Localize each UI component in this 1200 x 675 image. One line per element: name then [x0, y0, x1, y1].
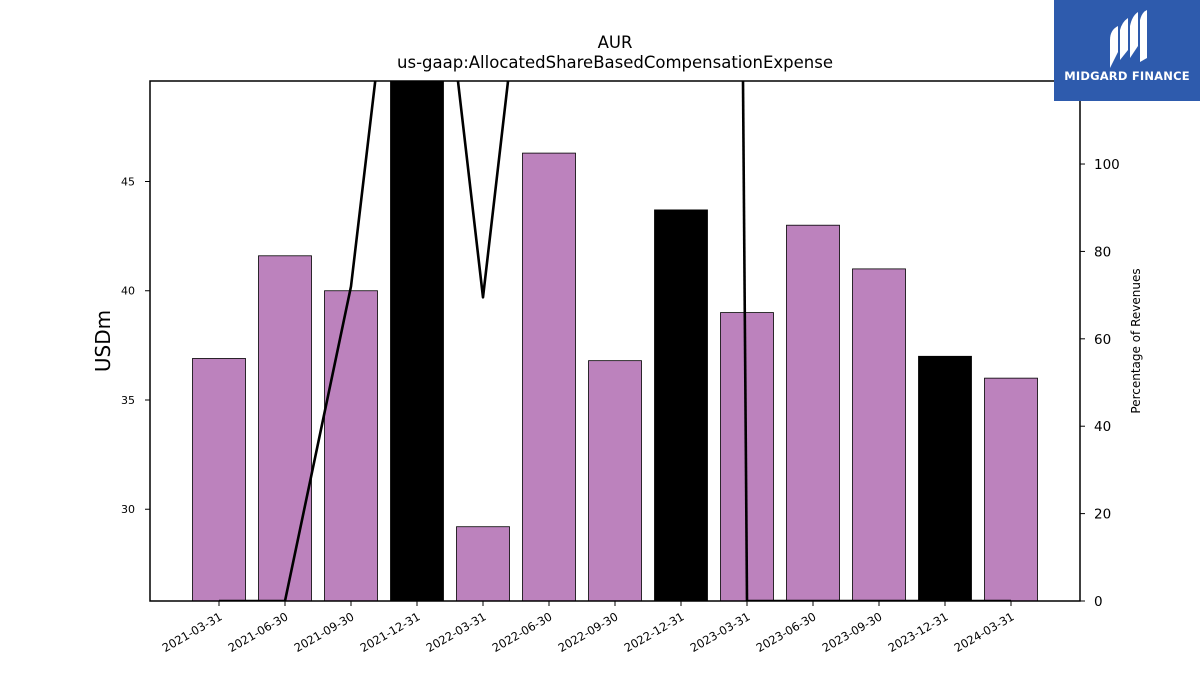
- y-tick-label: 45: [121, 176, 135, 189]
- y-tick-label: 40: [121, 285, 135, 298]
- x-tick-label: 2024-03-31: [952, 609, 1017, 655]
- y2-tick-label: 80: [1094, 244, 1111, 260]
- y2-tick-label: 60: [1094, 332, 1111, 348]
- x-axis: 2021-03-31 2021-06-30 2021-09-30 2021-12-31…: [160, 601, 1017, 655]
- y-tick-label: 30: [121, 503, 135, 516]
- y-tick-label: 35: [121, 394, 135, 407]
- y2-tick-label: 100: [1094, 157, 1120, 173]
- bar-2021-06-30: [258, 255, 312, 602]
- ratio-line: [219, 81, 1011, 601]
- x-tick-label: 2023-06-30: [754, 609, 819, 655]
- x-tick-label: 2022-09-30: [556, 609, 621, 655]
- bar-2022-06-30: [522, 152, 576, 602]
- y2-tick-label: 40: [1094, 419, 1111, 435]
- bar-2021-12-31: [390, 80, 444, 602]
- bar-2023-09-30: [852, 268, 906, 602]
- line-layer: [219, 81, 1011, 601]
- y2-axis-label: Percentage of Revenues: [1129, 268, 1143, 413]
- chart-subtitle: us-gaap:AllocatedShareBasedCompensationE…: [397, 53, 833, 72]
- x-tick-label: 2021-03-31: [160, 609, 225, 655]
- chart-title: AUR: [598, 33, 633, 52]
- bar-2024-03-31: [984, 377, 1038, 602]
- x-tick-label: 2023-09-30: [820, 609, 885, 655]
- x-tick-label: 2022-03-31: [424, 609, 489, 655]
- bar-2022-09-30: [588, 360, 642, 602]
- y2-tick-label: 0: [1094, 594, 1103, 610]
- bar-2022-03-31: [456, 526, 510, 602]
- bars-layer: [192, 80, 1038, 602]
- x-tick-label: 2022-12-31: [622, 609, 687, 655]
- bar-2021-09-30: [324, 290, 378, 602]
- bar-2023-06-30: [786, 224, 840, 602]
- x-tick-label: 2022-06-30: [490, 609, 555, 655]
- x-tick-label: 2021-12-31: [358, 609, 423, 655]
- ratio-line-spike: [741, 81, 749, 601]
- bar-2021-03-31: [192, 358, 246, 602]
- bar-2022-12-31: [654, 209, 708, 602]
- y-axis: 30 35 40 45: [121, 176, 150, 516]
- y2-axis: 0 20 40 60 80 100: [1080, 157, 1120, 610]
- x-tick-label: 2021-06-30: [226, 609, 291, 655]
- brand-logo: MIDGARD FINANCE: [1054, 0, 1200, 101]
- bar-2023-12-31: [918, 355, 972, 602]
- y2-tick-label: 20: [1094, 507, 1111, 523]
- x-tick-label: 2023-03-31: [688, 609, 753, 655]
- logo-text: MIDGARD FINANCE: [1064, 69, 1190, 83]
- y-axis-label: USDm: [91, 310, 115, 372]
- x-tick-label: 2023-12-31: [886, 609, 951, 655]
- x-tick-label: 2021-09-30: [292, 609, 357, 655]
- midgard-logo-icon: [1110, 10, 1147, 68]
